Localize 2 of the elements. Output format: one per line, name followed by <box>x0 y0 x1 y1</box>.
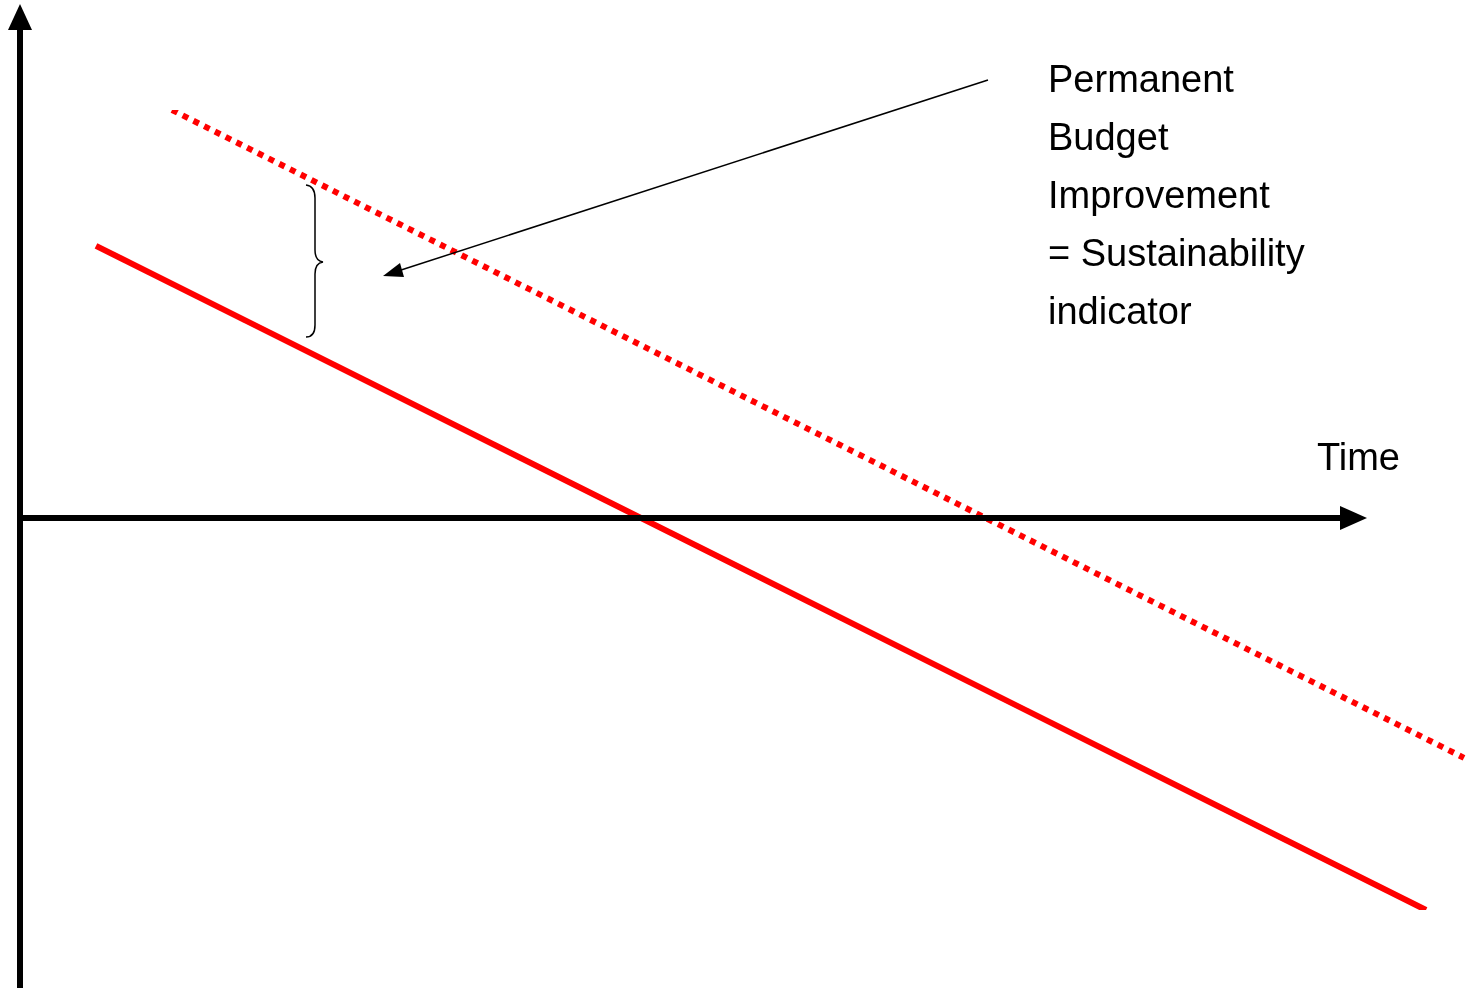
annotation: Permanent Budget Improvement = Sustainability indicator <box>1048 58 1305 332</box>
x-axis-title: Time <box>1316 435 1400 478</box>
